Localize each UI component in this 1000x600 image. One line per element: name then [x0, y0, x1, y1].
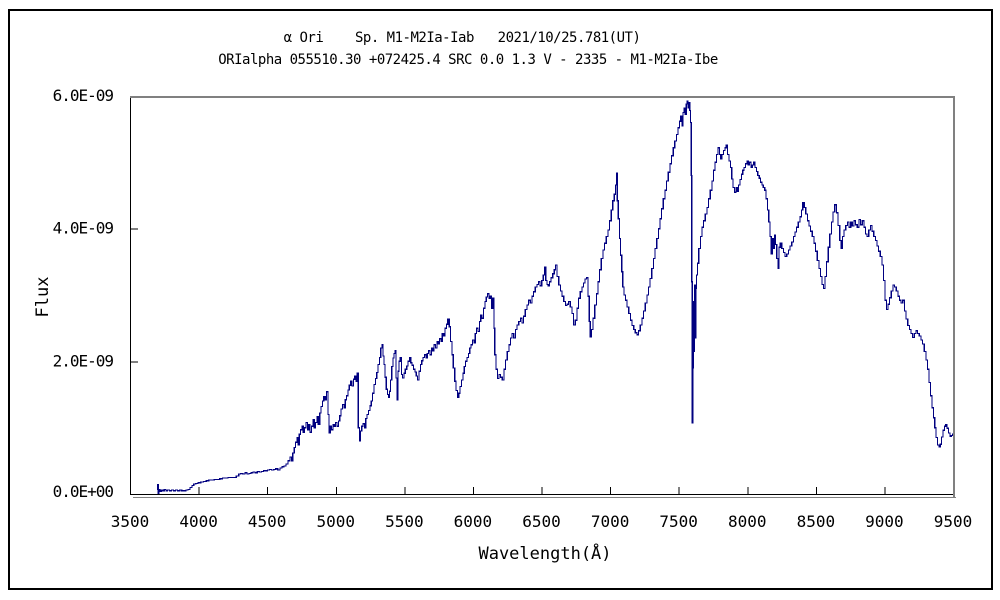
x-tick-label: 9500 — [934, 512, 973, 531]
x-tick-label: 5000 — [316, 512, 355, 531]
y-tick-label: 4.0E-09 — [53, 219, 114, 238]
x-tick-label: 7500 — [659, 512, 698, 531]
x-tick-label: 7000 — [591, 512, 630, 531]
chart-title-line-2: ORIalpha 055510.30 +072425.4 SRC 0.0 1.3… — [218, 52, 718, 68]
chart-title-line-1: α Ori Sp. M1-M2Ia-Iab 2021/10/25.781(UT) — [283, 30, 641, 46]
x-tick-label: 6000 — [454, 512, 493, 531]
y-tick-label: 0.0E+00 — [53, 482, 114, 501]
y-tick-label: 6.0E-09 — [53, 86, 114, 105]
x-tick-label: 6500 — [522, 512, 561, 531]
x-tick-label: 4500 — [248, 512, 287, 531]
x-tick-label: 9000 — [865, 512, 904, 531]
x-tick-label: 8500 — [797, 512, 836, 531]
x-tick-label: 4000 — [179, 512, 218, 531]
x-tick-label: 5500 — [385, 512, 424, 531]
x-axis-title: Wavelength(Å) — [478, 544, 612, 564]
y-tick-label: 2.0E-09 — [53, 351, 114, 370]
x-tick-label: 8000 — [728, 512, 767, 531]
x-tick-label: 3500 — [111, 512, 150, 531]
spectrum-line — [157, 100, 954, 494]
